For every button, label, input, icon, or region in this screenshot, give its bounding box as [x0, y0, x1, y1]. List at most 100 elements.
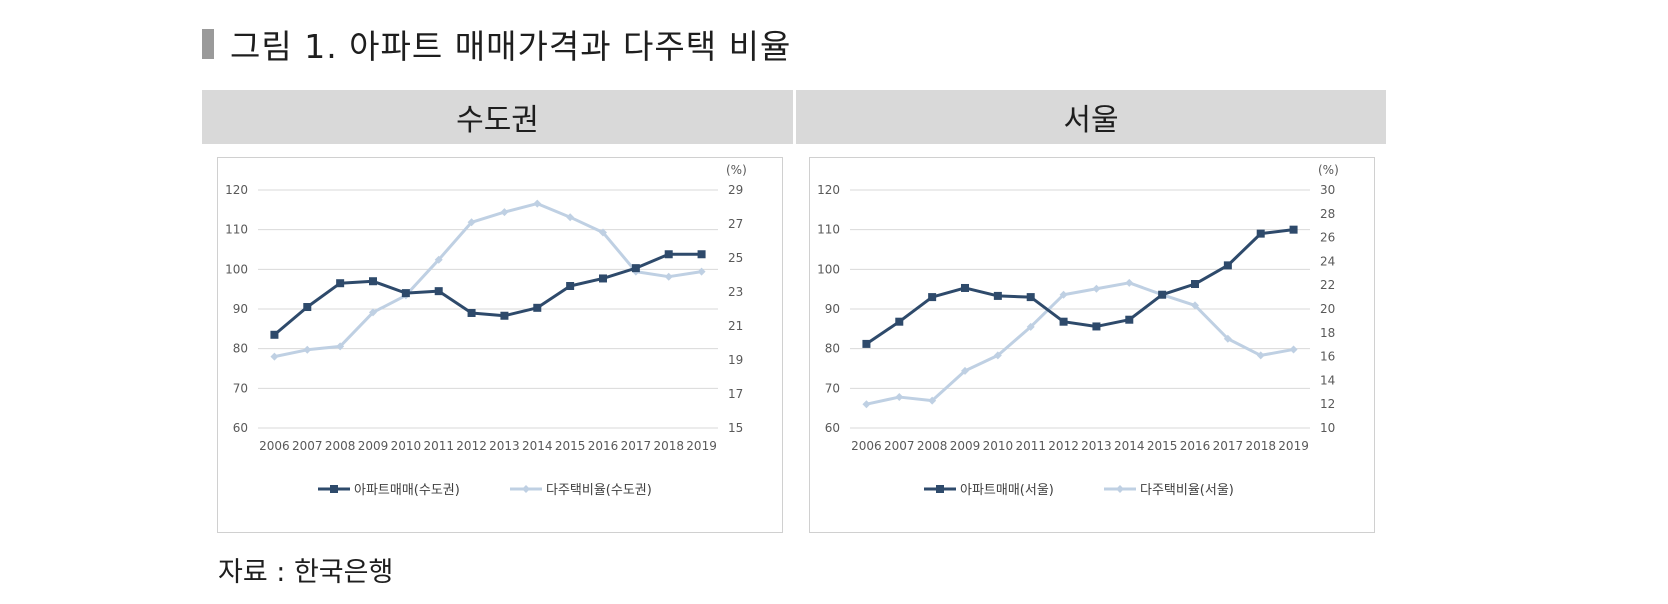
y2-tick-label: 19: [728, 353, 743, 367]
data-point: [533, 199, 542, 208]
data-point: [961, 366, 969, 375]
x-tick-label: 2008: [325, 439, 356, 453]
data-point: [664, 272, 673, 281]
data-point: [1125, 278, 1134, 287]
data-point: [928, 293, 937, 302]
x-tick-label: 2017: [621, 439, 652, 453]
legend-swatch-marker: [936, 485, 944, 493]
data-point: [270, 352, 279, 361]
y2-tick-label: 10: [1320, 421, 1335, 435]
y2-tick-label: 12: [1320, 397, 1335, 411]
data-point: [993, 351, 1002, 360]
data-point: [533, 303, 542, 312]
data-point: [631, 264, 640, 273]
data-point: [270, 330, 279, 339]
data-point: [895, 393, 904, 402]
data-point: [928, 396, 937, 405]
data-point: [862, 400, 871, 409]
data-point: [1092, 284, 1101, 293]
x-tick-label: 2014: [1114, 439, 1145, 453]
x-tick-label: 2012: [1048, 439, 1079, 453]
y-tick-label: 90: [233, 302, 248, 316]
y2-tick-label: 17: [728, 387, 743, 401]
y2-tick-label: 28: [1320, 207, 1335, 221]
x-tick-label: 2006: [259, 439, 290, 453]
x-tick-label: 2009: [358, 439, 389, 453]
data-point: [1191, 301, 1199, 310]
data-point: [303, 345, 312, 354]
y2-tick-label: 16: [1320, 350, 1335, 364]
figure-title: 그림 1. 아파트 매매가격과 다주택 비율: [202, 22, 791, 66]
data-point: [369, 277, 377, 286]
legend-swatch-marker: [330, 485, 338, 493]
x-tick-label: 2016: [588, 439, 619, 453]
y-tick-label: 100: [225, 262, 248, 276]
x-tick-label: 2010: [983, 439, 1014, 453]
legend-label: 다주택비율(서울): [1140, 483, 1234, 498]
y2-tick-label: 29: [728, 183, 743, 197]
x-tick-label: 2011: [423, 439, 454, 453]
series-line: [272, 202, 704, 359]
series-line: [864, 281, 1296, 406]
y-tick-label: 90: [825, 302, 840, 316]
y-tick-label: 60: [825, 421, 840, 435]
data-point: [1223, 261, 1232, 270]
data-point: [1289, 225, 1298, 234]
data-point: [1059, 317, 1068, 326]
y2-tick-label: 27: [728, 217, 743, 231]
data-point: [1158, 290, 1167, 299]
panel-header-capital-area: 수도권: [202, 90, 793, 144]
y2-tick-label: 25: [728, 251, 743, 265]
x-tick-label: 2018: [1245, 439, 1276, 453]
x-tick-label: 2012: [456, 439, 487, 453]
data-point: [895, 317, 904, 326]
data-point: [566, 213, 575, 222]
data-point: [1191, 280, 1199, 289]
y-tick-label: 80: [233, 342, 248, 356]
x-tick-label: 2019: [686, 439, 717, 453]
x-tick-label: 2007: [884, 439, 915, 453]
panel-header-seoul: 서울: [796, 90, 1386, 144]
chart-svg-capital-area: 60 70 80 90 100 110 120 15 17 19 21 23 25 27 29 (%) 2006…: [225, 163, 747, 498]
y2-tick-label: 15: [728, 421, 743, 435]
y2-tick-label: 20: [1320, 302, 1335, 316]
data-point: [599, 274, 607, 283]
y-tick-label: 80: [825, 342, 840, 356]
panel-title-capital-area: 수도권: [456, 103, 539, 138]
y2-unit-label: (%): [1318, 163, 1339, 177]
data-point: [566, 281, 575, 290]
x-tick-label: 2013: [1081, 439, 1112, 453]
data-point: [1026, 322, 1035, 331]
legend-label: 다주택비율(수도권): [546, 483, 652, 498]
legend-swatch-marker: [1116, 485, 1124, 493]
y2-tick-label: 14: [1320, 373, 1335, 387]
x-tick-label: 2006: [851, 439, 882, 453]
y2-unit-label: (%): [726, 163, 747, 177]
x-tick-label: 2018: [653, 439, 684, 453]
source-note: 자료 : 한국은행: [218, 557, 394, 588]
y-tick-label: 120: [225, 183, 248, 197]
data-point: [1289, 345, 1298, 354]
panel-title-seoul: 서울: [1063, 103, 1119, 138]
data-point: [1125, 315, 1134, 324]
x-tick-label: 2011: [1015, 439, 1046, 453]
y-tick-label: 120: [817, 183, 840, 197]
legend-label: 아파트매매(수도권): [354, 483, 460, 498]
data-point: [434, 255, 443, 264]
data-point: [1256, 351, 1265, 360]
data-point: [467, 308, 476, 317]
y2-tick-label: 30: [1320, 183, 1335, 197]
y-tick-label: 60: [233, 421, 248, 435]
x-tick-label: 2013: [489, 439, 520, 453]
chart-svg-seoul: 60 70 80 90 100 110 120 10 12 14 16 18 20 22 24 26 28 30 (…: [817, 163, 1339, 498]
y2-tick-label: 24: [1320, 254, 1335, 268]
data-point: [369, 308, 377, 317]
data-point: [961, 283, 969, 292]
y2-tick-label: 18: [1320, 326, 1335, 340]
data-point: [1223, 334, 1232, 343]
x-tick-label: 2008: [917, 439, 948, 453]
data-point: [500, 208, 509, 217]
data-point: [434, 287, 443, 296]
data-point: [599, 228, 607, 237]
legend-swatch-marker: [522, 485, 530, 493]
